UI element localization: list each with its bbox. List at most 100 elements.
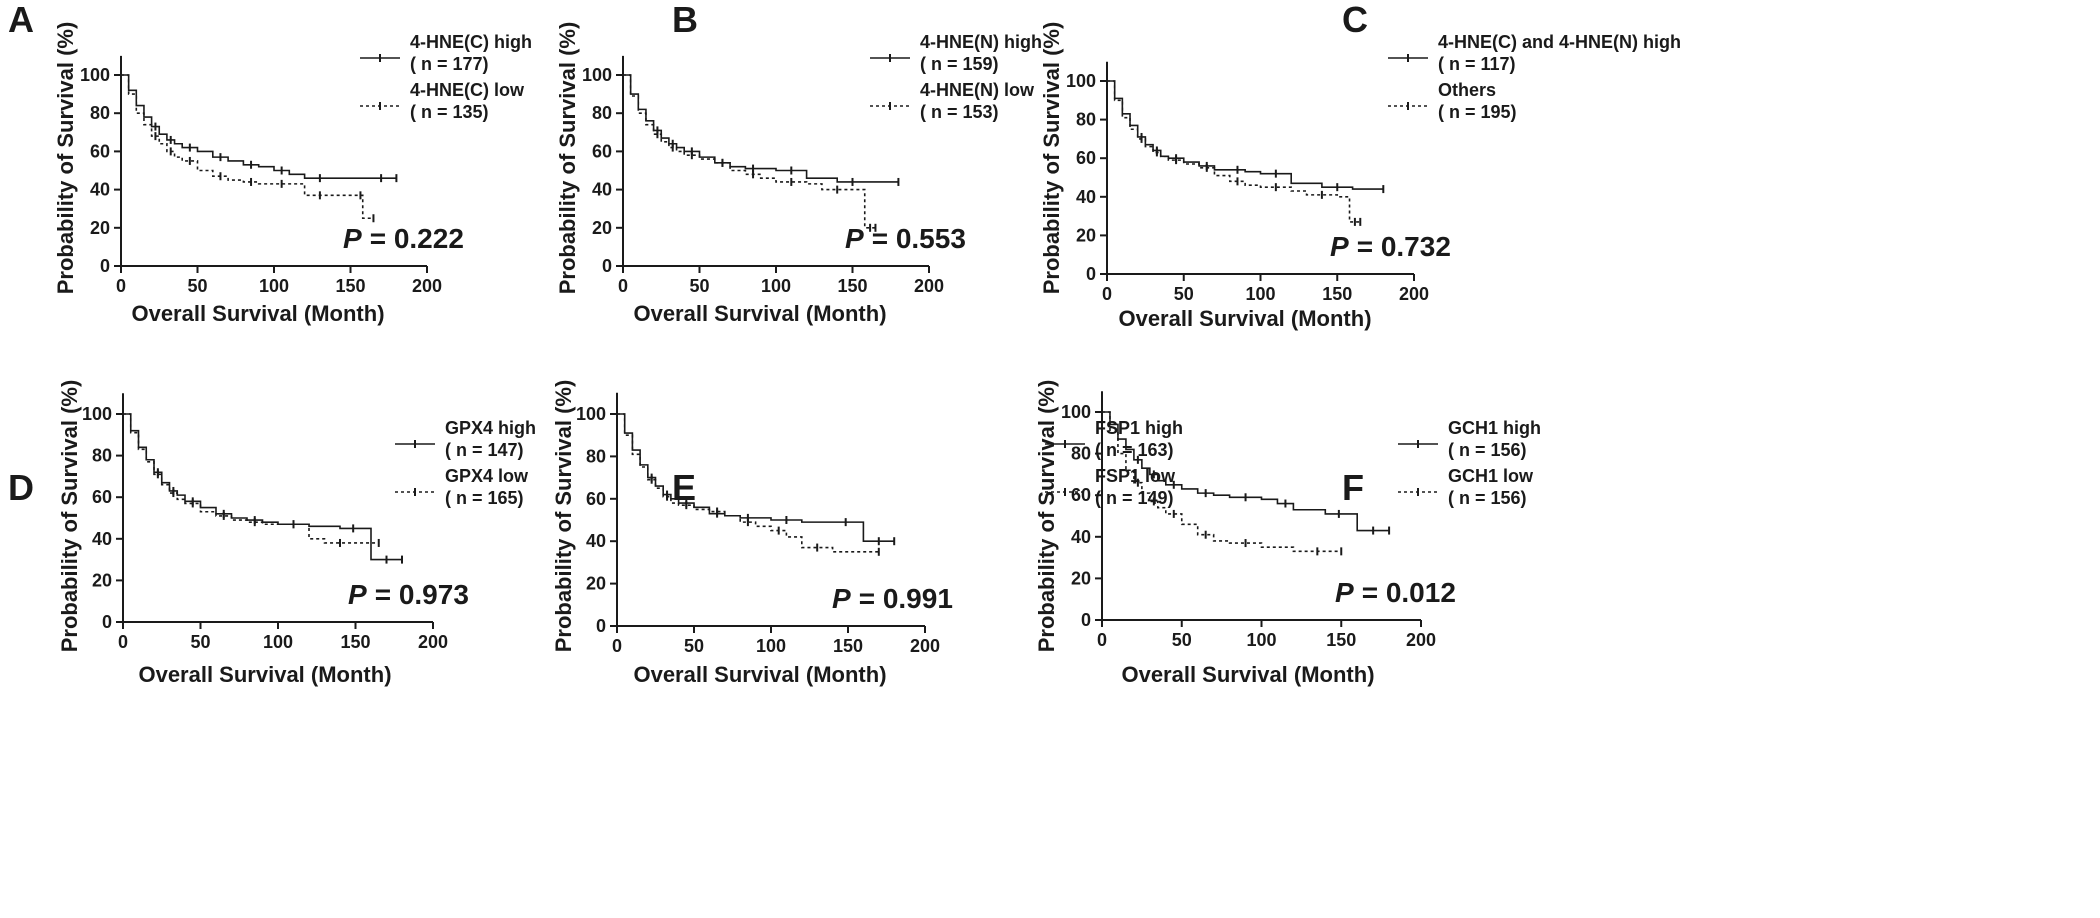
survival-curve-low — [1107, 80, 1361, 223]
x-tick-label: 0 — [116, 276, 126, 296]
survival-panel-f: F 0 50 100 150 200 0 20 40 60 80 100 Overall Surviva… — [1034, 380, 1541, 687]
legend-label: 4-HNE(N) high — [920, 32, 1042, 52]
p-value-number: = 0.732 — [1357, 231, 1451, 262]
y-tick-label: 100 — [582, 65, 612, 85]
legend-n: ( n = 177) — [410, 54, 489, 74]
y-tick-label: 40 — [586, 531, 606, 551]
x-tick-label: 50 — [1172, 630, 1192, 650]
legend-label: GCH1 low — [1448, 466, 1534, 486]
legend-label: 4-HNE(C) low — [410, 80, 525, 100]
panel-letter: F — [1342, 467, 1364, 508]
p-value-symbol: P — [845, 223, 864, 254]
y-tick-label: 40 — [90, 180, 110, 200]
x-tick-label: 150 — [837, 276, 867, 296]
p-value-number: = 0.222 — [370, 223, 464, 254]
y-tick-label: 40 — [1076, 187, 1096, 207]
x-tick-label: 200 — [412, 276, 442, 296]
x-tick-label: 100 — [1245, 284, 1275, 304]
legend-label: 4-HNE(C) high — [410, 32, 532, 52]
legend-label: GCH1 high — [1448, 418, 1541, 438]
x-tick-label: 0 — [612, 636, 622, 656]
legend-n: ( n = 135) — [410, 102, 489, 122]
x-tick-label: 200 — [914, 276, 944, 296]
y-tick-label: 80 — [90, 103, 110, 123]
survival-panel-d: D 0 50 100 150 200 0 20 40 60 80 100 Overall Surviva… — [8, 380, 536, 687]
x-axis-title: Overall Survival (Month) — [131, 301, 384, 326]
y-tick-label: 20 — [592, 218, 612, 238]
p-value: P = 0.991 — [832, 583, 953, 614]
x-tick-label: 0 — [118, 632, 128, 652]
x-tick-label: 0 — [618, 276, 628, 296]
x-tick-label: 0 — [1102, 284, 1112, 304]
y-tick-label: 20 — [1076, 225, 1096, 245]
survival-curve-high — [1102, 411, 1390, 532]
x-axis-title: Overall Survival (Month) — [633, 662, 886, 687]
survival-curve-low — [121, 74, 374, 220]
panel-letter: A — [8, 0, 34, 40]
x-tick-label: 0 — [1097, 630, 1107, 650]
x-tick-label: 150 — [833, 636, 863, 656]
x-axis-title: Overall Survival (Month) — [138, 662, 391, 687]
y-tick-label: 80 — [1076, 110, 1096, 130]
survival-curve-high — [123, 413, 402, 561]
p-value: P = 0.732 — [1330, 231, 1451, 262]
panel-letter: D — [8, 467, 34, 508]
panel-letter: E — [672, 467, 696, 508]
y-tick-label: 60 — [1076, 148, 1096, 168]
x-tick-label: 50 — [684, 636, 704, 656]
legend-n: ( n = 165) — [445, 488, 524, 508]
legend-label: GPX4 low — [445, 466, 529, 486]
survival-curve-high — [623, 74, 899, 183]
legend-n: ( n = 159) — [920, 54, 999, 74]
survival-panel-b: B 0 50 100 150 200 0 20 40 60 80 100 Overall Surviva… — [555, 0, 1042, 326]
y-tick-label: 40 — [1071, 527, 1091, 547]
y-tick-label: 40 — [592, 180, 612, 200]
y-axis-title: Probability of Survival (%) — [551, 380, 576, 653]
p-value: P = 0.012 — [1335, 577, 1456, 608]
legend-label: Others — [1438, 80, 1496, 100]
x-axis-title: Overall Survival (Month) — [1118, 306, 1371, 331]
p-value-number: = 0.553 — [872, 223, 966, 254]
y-tick-label: 40 — [92, 529, 112, 549]
y-tick-label: 20 — [92, 570, 112, 590]
y-tick-label: 0 — [100, 256, 110, 276]
y-tick-label: 100 — [1066, 71, 1096, 91]
y-tick-label: 100 — [80, 65, 110, 85]
x-tick-label: 100 — [761, 276, 791, 296]
legend-label: FSP1 high — [1095, 418, 1183, 438]
p-value: P = 0.222 — [343, 223, 464, 254]
x-tick-label: 50 — [190, 632, 210, 652]
legend-label: FSP1 low — [1095, 466, 1176, 486]
y-axis-title: Probability of Survival (%) — [53, 22, 78, 295]
x-tick-label: 200 — [1399, 284, 1429, 304]
x-tick-label: 100 — [263, 632, 293, 652]
x-tick-label: 100 — [756, 636, 786, 656]
survival-curve-low — [623, 74, 876, 229]
survival-curve-high — [121, 74, 397, 179]
x-tick-label: 200 — [910, 636, 940, 656]
p-value-symbol: P — [1335, 577, 1354, 608]
panel-letter: B — [672, 0, 698, 40]
y-tick-label: 60 — [90, 141, 110, 161]
p-value: P = 0.553 — [845, 223, 966, 254]
x-tick-label: 50 — [689, 276, 709, 296]
y-tick-label: 100 — [1061, 402, 1091, 422]
y-tick-label: 100 — [82, 404, 112, 424]
y-tick-label: 80 — [92, 446, 112, 466]
y-tick-label: 60 — [586, 489, 606, 509]
x-axis-title: Overall Survival (Month) — [1121, 662, 1374, 687]
p-value-symbol: P — [1330, 231, 1349, 262]
y-tick-label: 60 — [1071, 485, 1091, 505]
p-value-symbol: P — [343, 223, 362, 254]
survival-panel-a: A 0 50 100 150 200 0 20 40 60 80 100 Overall Surviva… — [8, 0, 532, 326]
x-tick-label: 150 — [340, 632, 370, 652]
p-value: P = 0.973 — [348, 579, 469, 610]
legend-n: ( n = 149) — [1095, 488, 1174, 508]
y-tick-label: 0 — [596, 616, 606, 636]
x-tick-label: 50 — [187, 276, 207, 296]
legend-n: ( n = 195) — [1438, 102, 1517, 122]
survival-curve-high — [1107, 80, 1384, 190]
